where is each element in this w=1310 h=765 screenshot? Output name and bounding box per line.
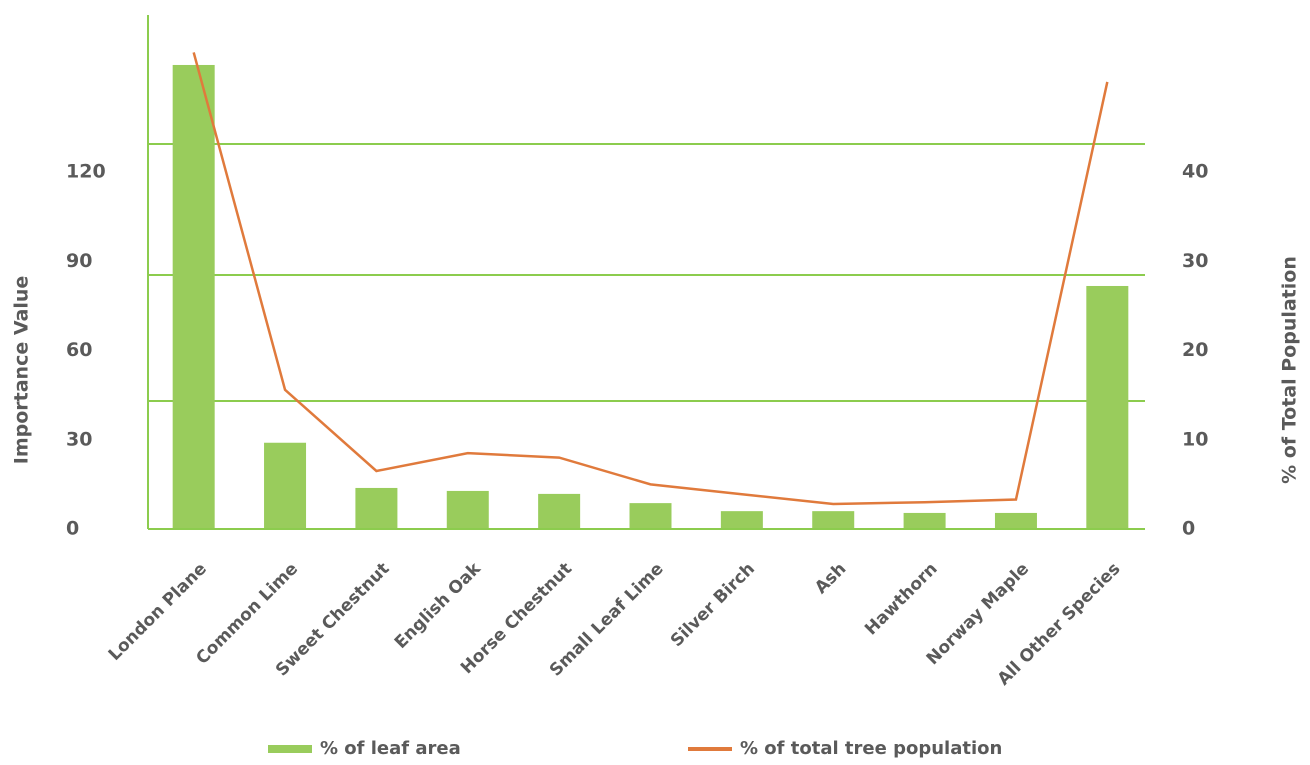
x-tick-label: Hawthorn [861,559,941,639]
bar [720,511,763,529]
bar [355,487,398,529]
grid [148,143,1145,402]
bar [264,442,307,529]
y-tick-label: 60 [66,339,92,361]
bar [629,503,672,529]
bar [172,64,215,529]
y-tick-label: 120 [66,161,106,183]
bar [538,493,581,529]
y-tick-label: 30 [66,428,92,450]
bar [812,511,855,529]
bar [994,512,1037,529]
bar [1086,285,1129,529]
y2-tick-label: 40 [1182,161,1208,183]
bar [446,490,489,529]
y-axis-label: Importance Value [11,276,33,465]
x-tick-label: Silver Birch [667,559,759,651]
bar [903,512,946,529]
y2-tick-label: 30 [1182,250,1208,272]
x-tick-label: English Oak [391,558,485,652]
y2-tick-label: 10 [1182,428,1208,450]
x-tick-label: Ash [811,559,850,598]
x-tick-label: London Plane [105,559,211,665]
y-tick-label: 90 [66,250,92,272]
line [192,52,1109,506]
legend-swatch [268,745,312,753]
legend-label: % of total tree population [740,738,1002,759]
y2-axis-label: % of Total Population [1279,256,1301,484]
legend-label: % of leaf area [320,738,461,759]
y2-tick-label: 20 [1182,339,1208,361]
y2-tick-label: 0 [1182,518,1195,540]
y-tick-label: 0 [66,518,79,540]
